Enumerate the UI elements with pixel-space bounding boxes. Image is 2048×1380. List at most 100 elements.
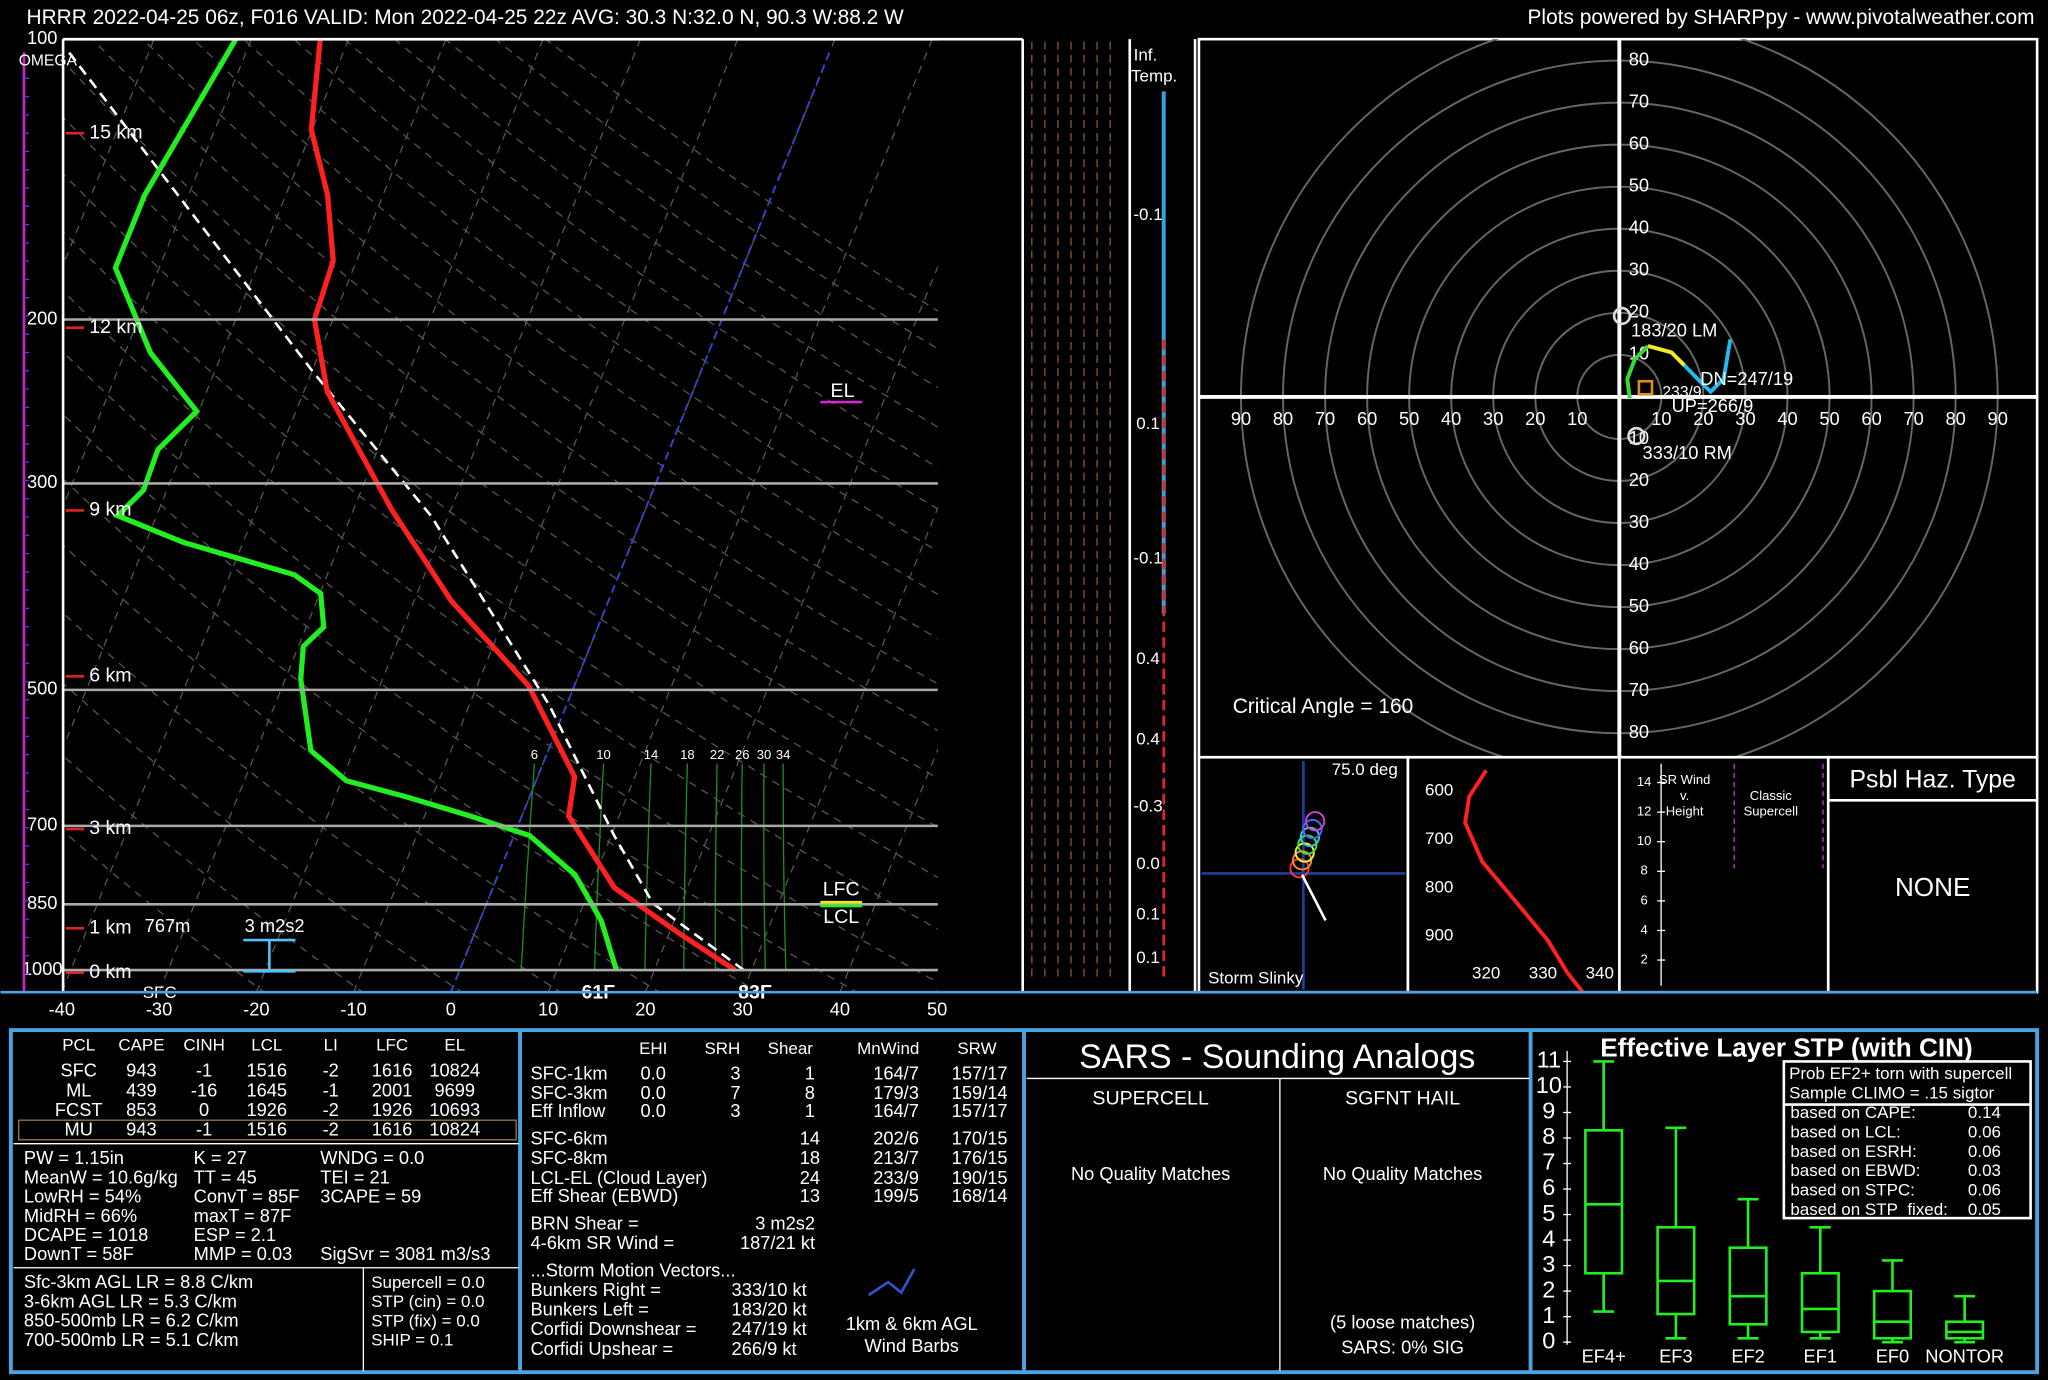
dry-adiabat (63, 230, 938, 879)
index-text: ConvT = 85F (194, 1186, 300, 1207)
table-cell: -1 (196, 1060, 212, 1081)
table-cell: 159/14 (952, 1082, 1008, 1103)
composite-index: SHIP = 0.1 (371, 1330, 453, 1349)
mixing-ratio-line (520, 763, 536, 971)
y-tick-label: 2 (1542, 1276, 1555, 1302)
table-cell: 1 (805, 1062, 815, 1083)
y-tick-label: 4 (1542, 1225, 1555, 1251)
y-tick-label: 700 (27, 814, 57, 835)
y-tick-label: 100 (27, 27, 57, 48)
hodograph-trace (1683, 338, 1733, 395)
box (1800, 1271, 1840, 1334)
up-label: UP=266/9 (1672, 395, 1754, 416)
ring-label: 40 (1441, 408, 1461, 429)
inflow-value: 0.1 (1136, 414, 1160, 433)
column-header: CAPE (118, 1035, 164, 1054)
dry-adiabat (63, 682, 464, 993)
rm-label: 333/10 RM (1643, 442, 1732, 463)
dry-adiabat (344, 39, 938, 469)
mixing-ratio-label: 10 (596, 747, 611, 762)
y-tick-label: 200 (27, 307, 57, 328)
hodograph-trace (1647, 344, 1686, 367)
ring-label: 80 (1945, 408, 1965, 429)
table-cell: FCST (55, 1099, 103, 1120)
x-tick-label: EF2 (1731, 1346, 1765, 1367)
row-label: SFC-1km (530, 1062, 607, 1083)
column-header: MnWind (857, 1039, 919, 1058)
x-tick-label: 50 (927, 998, 947, 1019)
table-cell: 7 (730, 1082, 740, 1103)
table-cell: 10824 (429, 1060, 480, 1081)
y-tick-label: 300 (27, 471, 57, 492)
y-tick-label: 500 (27, 678, 57, 699)
x-tick-label: -20 (243, 998, 269, 1019)
dry-adiabat (142, 39, 938, 640)
classic-label: Supercell (1744, 804, 1798, 819)
index-text: K = 27 (194, 1147, 247, 1168)
dry-adiabat (63, 544, 661, 993)
ring-label: 20 (1629, 301, 1649, 322)
ring-label: 40 (1629, 553, 1649, 574)
row-label: 4-6km SR Wind = (530, 1232, 674, 1253)
lm-marker (1612, 306, 1632, 326)
climo-label: based on STP_fixed: (1790, 1200, 1948, 1219)
y-tick-label: 1 (1542, 1302, 1555, 1328)
index-text: MMP = 0.03 (194, 1243, 293, 1264)
table-cell: 1616 (372, 1118, 413, 1139)
ring-label: 60 (1629, 637, 1649, 658)
dry-adiabat (63, 413, 859, 993)
dry-adiabat (192, 39, 938, 596)
highlight-row (18, 1119, 517, 1141)
table-cell: 14 (800, 1128, 820, 1149)
inflow-title: Temp. (1131, 67, 1177, 86)
critical-angle: Critical Angle = 160 (1233, 695, 1413, 718)
slinky-ring (1302, 818, 1323, 840)
table-cell: 164/7 (873, 1100, 919, 1121)
inflow-value: 0.4 (1136, 730, 1160, 749)
table-cell: SFC (60, 1060, 97, 1081)
ring-label: 80 (1273, 408, 1293, 429)
row-value: 183/20 kt (732, 1299, 807, 1320)
table-cell: 0.0 (641, 1100, 666, 1121)
table-cell: 943 (126, 1060, 156, 1081)
y-tick-label: 10 (1536, 1072, 1562, 1098)
sr-title: Height (1666, 804, 1704, 819)
climo-value: 0.05 (1968, 1200, 2001, 1219)
index-text: 3CAPE = 59 (320, 1186, 421, 1207)
sars-column: SGFNT HAIL (1345, 1087, 1460, 1109)
mixing-ratio-label: 34 (776, 747, 791, 762)
table-cell: ML (66, 1079, 91, 1100)
height-label: 0 km (89, 961, 131, 983)
dry-adiabat (92, 39, 938, 685)
inflow-depth: 767m (145, 915, 191, 936)
climo-label: based on LCL: (1790, 1122, 1900, 1141)
temperature-profile (308, 39, 737, 973)
table-cell: -16 (191, 1079, 217, 1100)
column-header: LCL (251, 1035, 282, 1054)
mixing-ratio-line (683, 763, 689, 971)
sr-title: SR Wind (1659, 772, 1710, 787)
omega-label: OMEGA (19, 53, 78, 70)
climo-title: Sample CLIMO = .15 sigtor (1789, 1084, 1994, 1103)
ring-label: 10 (1651, 408, 1671, 429)
y-tick-label: 8 (1641, 863, 1648, 878)
table-cell: 8 (805, 1082, 815, 1103)
table-cell: 170/15 (952, 1128, 1008, 1149)
x-tick-label: EF4+ (1582, 1346, 1626, 1367)
sr-title: v. (1680, 788, 1689, 803)
mixing-ratio-label: 18 (680, 747, 695, 762)
row-label: Bunkers Right = (530, 1279, 660, 1300)
theta-plot (1463, 769, 1585, 993)
sars-matches: No Quality Matches (1071, 1163, 1230, 1184)
climo-value: 0.14 (1968, 1103, 2001, 1122)
y-tick-label: 3 (1542, 1251, 1555, 1277)
hodograph-trace (1625, 344, 1650, 399)
table-cell: 179/3 (873, 1082, 919, 1103)
column-header: SRW (957, 1039, 996, 1058)
table-cell: 1516 (246, 1060, 287, 1081)
sars-loose: (5 loose matches) (1330, 1312, 1475, 1333)
ring-label: 60 (1629, 132, 1649, 153)
climo-label: based on ESRH: (1790, 1142, 1916, 1161)
index-text: DCAPE = 1018 (24, 1224, 148, 1245)
column-header: EHI (639, 1039, 667, 1058)
